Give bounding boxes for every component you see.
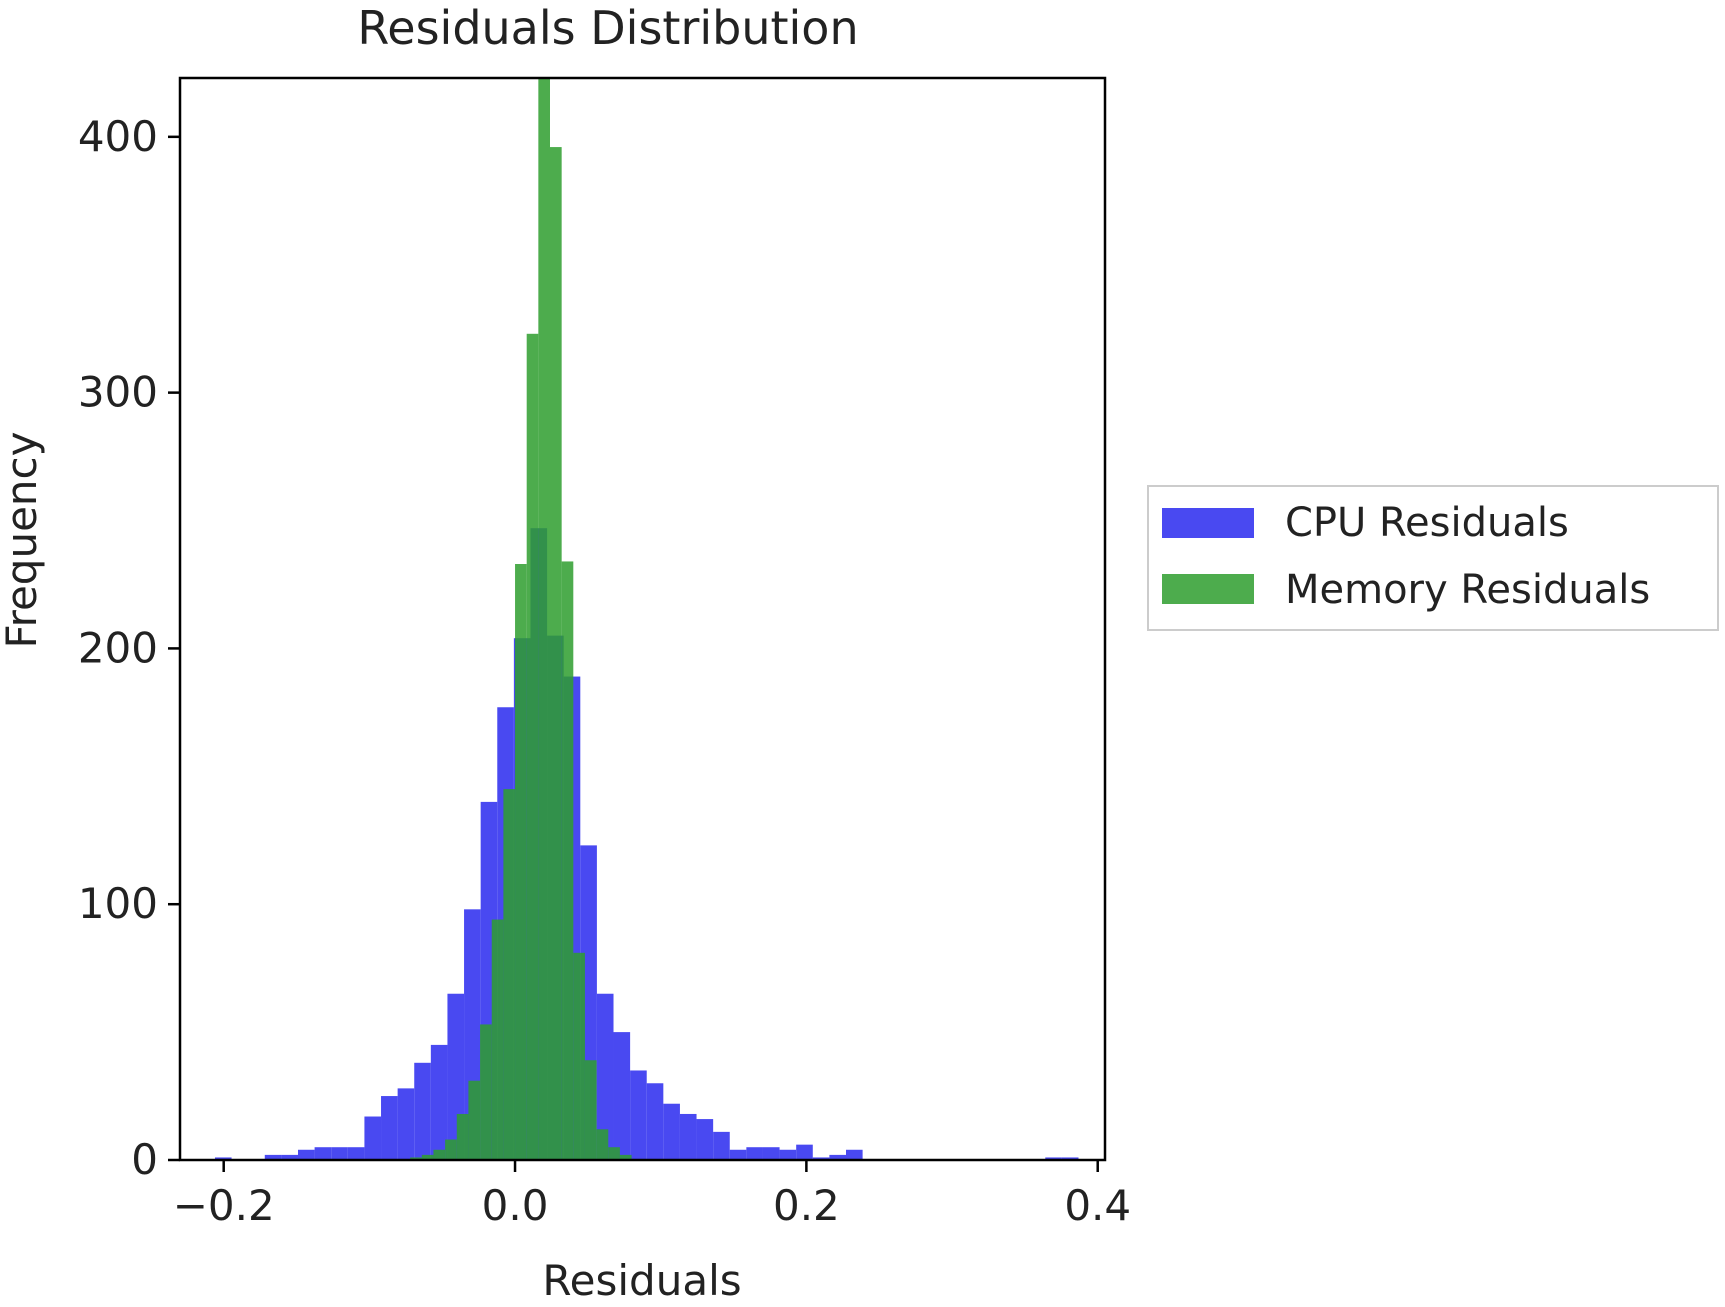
histogram-bar: [829, 1154, 846, 1160]
y-axis-ticks: 0 100 200 300 400: [78, 112, 180, 1184]
x-tick-label: −0.2: [173, 1181, 275, 1230]
histogram-bar: [347, 1147, 365, 1160]
histogram-bar: [779, 1149, 797, 1160]
histogram-bar: [297, 1149, 315, 1160]
histogram-bar: [468, 1080, 481, 1160]
x-tick-label: 0.2: [773, 1181, 840, 1230]
histogram-bar: [646, 1083, 664, 1160]
histogram-bar: [696, 1119, 714, 1160]
histogram-bar: [584, 1060, 597, 1160]
series-cpu: [214, 528, 1079, 1160]
histogram-bar: [619, 1154, 632, 1160]
histogram-bar: [608, 1147, 620, 1160]
y-tick-label: 100: [78, 879, 158, 928]
histogram-bar: [1061, 1157, 1079, 1160]
y-tick-label: 300: [78, 368, 158, 417]
legend: CPU Residuals Memory Residuals: [1147, 485, 1719, 631]
legend-swatch-memory: [1162, 574, 1254, 604]
y-tick-label: 0: [131, 1135, 158, 1184]
histogram-bar: [364, 1116, 382, 1160]
histogram-bar: [573, 952, 585, 1160]
plot-frame: [178, 76, 1107, 1162]
histogram-bar: [331, 1147, 348, 1160]
histogram-bar: [214, 1157, 232, 1160]
histogram-bar: [812, 1157, 830, 1160]
histogram-bar: [503, 789, 516, 1160]
legend-label-cpu: CPU Residuals: [1285, 500, 1569, 546]
x-tick-label: 0.0: [482, 1181, 549, 1230]
histogram-bar: [596, 993, 614, 1160]
histogram-bar: [746, 1147, 763, 1160]
x-axis-label: Residuals: [542, 1256, 741, 1305]
histogram-bar: [397, 1088, 415, 1160]
histogram-bar: [491, 919, 504, 1160]
histogram-bar: [430, 1044, 448, 1160]
series-memory: [410, 78, 632, 1160]
histogram-bar: [433, 1149, 446, 1160]
histogram-bar: [445, 1139, 457, 1160]
histogram-bar: [663, 1103, 680, 1160]
histogram-bar: [613, 1032, 631, 1160]
histogram-bar: [1045, 1157, 1062, 1160]
histogram-bar: [314, 1147, 332, 1160]
histogram-bar: [630, 1070, 647, 1160]
legend-label-memory: Memory Residuals: [1285, 567, 1650, 613]
histogram-bar: [515, 564, 527, 1160]
y-tick-label: 200: [78, 623, 158, 672]
legend-swatch-cpu: [1162, 508, 1254, 538]
chart-title: Residuals Distribution: [357, 1, 858, 55]
histogram-bar: [281, 1154, 298, 1160]
histogram-bar: [414, 1062, 431, 1160]
x-tick-label: 0.4: [1064, 1181, 1131, 1230]
histogram-bar: [846, 1149, 863, 1160]
x-axis-ticks: −0.2 0.0 0.2 0.4: [173, 1160, 1131, 1230]
histogram-bar: [550, 147, 562, 1160]
histogram-bar: [381, 1096, 398, 1160]
histogram-bar: [538, 78, 550, 1160]
histogram-bar: [596, 1129, 609, 1160]
histogram-bar: [796, 1144, 813, 1160]
histogram-bar: [713, 1131, 730, 1160]
y-axis-label: Frequency: [0, 432, 46, 649]
histogram-bar: [762, 1147, 780, 1160]
histogram-bar: [480, 1024, 492, 1160]
histogram-bar: [264, 1154, 282, 1160]
histogram-bar: [410, 1157, 422, 1160]
histogram-bar: [526, 333, 539, 1160]
bars-layer: [214, 78, 1079, 1160]
histogram-bar: [561, 561, 574, 1160]
histogram-bar: [729, 1149, 747, 1160]
histogram-bar: [421, 1154, 434, 1160]
y-tick-label: 400: [78, 112, 158, 161]
histogram-bar: [456, 1113, 469, 1160]
histogram-bar: [679, 1113, 697, 1160]
